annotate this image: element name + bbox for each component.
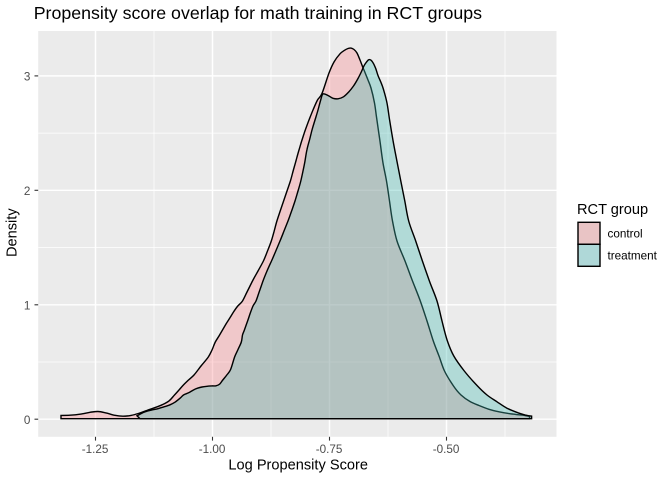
svg-text:treatment: treatment (608, 249, 658, 262)
svg-text:-0.75: -0.75 (316, 443, 343, 456)
svg-text:Density: Density (5, 208, 21, 257)
svg-text:-1.25: -1.25 (82, 443, 109, 456)
svg-text:RCT group: RCT group (577, 202, 648, 218)
svg-text:Propensity score overlap for m: Propensity score overlap for math traini… (34, 3, 482, 23)
svg-text:-1.00: -1.00 (199, 443, 226, 456)
svg-text:2: 2 (24, 185, 31, 198)
svg-text:1: 1 (24, 299, 31, 312)
svg-text:control: control (608, 227, 643, 240)
svg-text:-0.50: -0.50 (433, 443, 460, 456)
svg-text:Log Propensity Score: Log Propensity Score (228, 457, 368, 473)
svg-text:3: 3 (24, 71, 31, 84)
svg-text:0: 0 (24, 414, 31, 427)
